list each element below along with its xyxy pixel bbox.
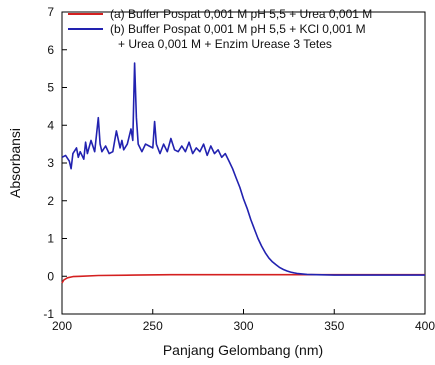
x-tick-label: 400 (415, 319, 435, 333)
legend-label-b: + Urea 0,001 M + Enzim Urease 3 Tetes (118, 37, 332, 51)
plot-frame (61, 11, 426, 315)
legend: (a) Buffer Pospat 0,001 M pH 5,5 + Urea … (68, 7, 372, 51)
ticks-layer: 200 250 300 350 400 -1 0 1 2 3 4 5 6 7 (43, 5, 435, 333)
y-tick-label: 4 (47, 118, 54, 132)
series-layer (61, 62, 425, 284)
x-tick-label: 250 (143, 319, 163, 333)
x-axis-label: Panjang Gelombang (nm) (163, 342, 323, 358)
y-tick-label: 0 (47, 269, 54, 283)
legend-label-b: (b) Buffer Pospat 0,001 M pH 5,5 + KCl 0… (110, 22, 366, 36)
series-line-a (61, 273, 425, 284)
x-tick-label: 300 (233, 319, 253, 333)
y-tick-label: 3 (47, 156, 54, 170)
series-line-b (61, 62, 425, 276)
y-tick-label: 6 (47, 43, 54, 57)
y-tick-label: 5 (47, 81, 54, 95)
y-tick-label: 1 (47, 232, 54, 246)
y-tick-label: 7 (47, 5, 54, 19)
y-axis-label: Absorbansi (7, 128, 23, 198)
legend-label-a: (a) Buffer Pospat 0,001 M pH 5,5 + Urea … (110, 7, 372, 21)
y-tick-label: 2 (47, 194, 54, 208)
y-tick-label: -1 (43, 307, 54, 321)
x-tick-label: 200 (52, 319, 72, 333)
x-tick-label: 350 (324, 319, 344, 333)
